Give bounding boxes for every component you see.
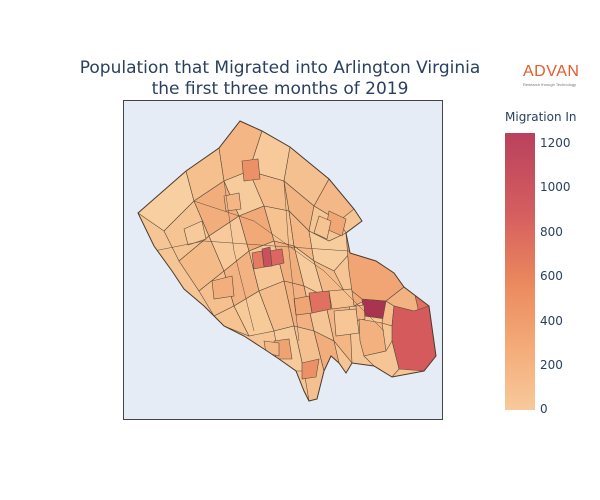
map-panel[interactable]	[123, 100, 443, 420]
colorbar-tick-0: 0	[540, 402, 548, 416]
chart-title-line-2: the first three months of 2019	[151, 79, 409, 99]
colorbar-tick-400: 400	[540, 314, 563, 328]
colorbar-tick-1000: 1000	[540, 180, 571, 194]
colorbar-tick-800: 800	[540, 225, 563, 239]
colorbar	[505, 133, 535, 410]
census-block-groups	[138, 121, 436, 401]
arlington-choropleth[interactable]	[124, 101, 444, 421]
logo-tagline: Research through Technology	[523, 82, 577, 87]
colorbar-tick-1200: 1200	[540, 136, 571, 150]
logo-wordmark: ADVAN	[523, 63, 580, 80]
chart-title-line-1: Population that Migrated into Arlington …	[79, 58, 481, 78]
chart-title: Population that Migrated into Arlington …	[40, 58, 520, 100]
colorbar-tick-600: 600	[540, 269, 563, 283]
advan-logo: ADVAN Research through Technology	[523, 63, 593, 88]
colorbar-title: Migration In	[505, 110, 577, 124]
colorbar-tick-200: 200	[540, 358, 563, 372]
county-boundary	[137, 120, 437, 402]
